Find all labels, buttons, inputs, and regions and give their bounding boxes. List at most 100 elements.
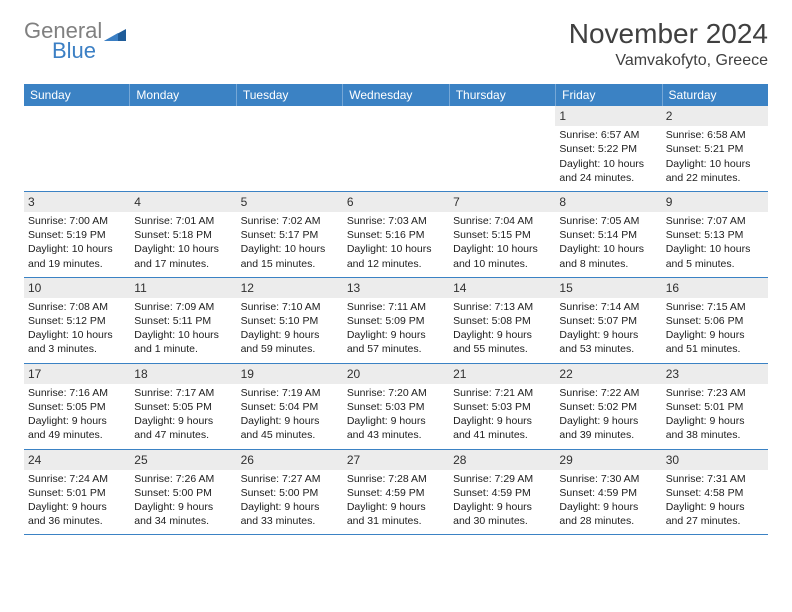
day-number: 27	[343, 450, 449, 470]
day-header: Monday	[130, 84, 236, 106]
day-cell: 29Sunrise: 7:30 AM Sunset: 4:59 PM Dayli…	[555, 450, 661, 535]
day-number: 21	[449, 364, 555, 384]
day-info: Sunrise: 7:30 AM Sunset: 4:59 PM Dayligh…	[559, 472, 657, 529]
day-number: 16	[662, 278, 768, 298]
day-info: Sunrise: 7:00 AM Sunset: 5:19 PM Dayligh…	[28, 214, 126, 271]
day-cell: 9Sunrise: 7:07 AM Sunset: 5:13 PM Daylig…	[662, 192, 768, 277]
day-info: Sunrise: 6:57 AM Sunset: 5:22 PM Dayligh…	[559, 128, 657, 185]
day-number: 7	[449, 192, 555, 212]
day-headers-row: SundayMondayTuesdayWednesdayThursdayFrid…	[24, 84, 768, 106]
day-cell: 23Sunrise: 7:23 AM Sunset: 5:01 PM Dayli…	[662, 364, 768, 449]
day-number: 25	[130, 450, 236, 470]
logo-text-blue: Blue	[52, 38, 96, 64]
calendar: SundayMondayTuesdayWednesdayThursdayFrid…	[24, 84, 768, 535]
day-number: 12	[237, 278, 343, 298]
day-cell: 18Sunrise: 7:17 AM Sunset: 5:05 PM Dayli…	[130, 364, 236, 449]
day-number: 8	[555, 192, 661, 212]
day-number	[343, 106, 449, 126]
day-cell	[449, 106, 555, 191]
week-row: 3Sunrise: 7:00 AM Sunset: 5:19 PM Daylig…	[24, 192, 768, 278]
day-number: 5	[237, 192, 343, 212]
day-number	[237, 106, 343, 126]
day-number: 28	[449, 450, 555, 470]
day-header: Friday	[556, 84, 662, 106]
page-title: November 2024	[569, 18, 768, 50]
day-info: Sunrise: 7:09 AM Sunset: 5:11 PM Dayligh…	[134, 300, 232, 357]
day-number: 10	[24, 278, 130, 298]
day-info: Sunrise: 7:22 AM Sunset: 5:02 PM Dayligh…	[559, 386, 657, 443]
day-cell: 4Sunrise: 7:01 AM Sunset: 5:18 PM Daylig…	[130, 192, 236, 277]
day-info: Sunrise: 7:24 AM Sunset: 5:01 PM Dayligh…	[28, 472, 126, 529]
day-cell: 5Sunrise: 7:02 AM Sunset: 5:17 PM Daylig…	[237, 192, 343, 277]
day-cell: 21Sunrise: 7:21 AM Sunset: 5:03 PM Dayli…	[449, 364, 555, 449]
day-number: 1	[555, 106, 661, 126]
day-cell: 14Sunrise: 7:13 AM Sunset: 5:08 PM Dayli…	[449, 278, 555, 363]
day-cell	[237, 106, 343, 191]
day-number: 6	[343, 192, 449, 212]
day-info: Sunrise: 7:08 AM Sunset: 5:12 PM Dayligh…	[28, 300, 126, 357]
day-cell	[343, 106, 449, 191]
day-info: Sunrise: 7:02 AM Sunset: 5:17 PM Dayligh…	[241, 214, 339, 271]
day-cell: 12Sunrise: 7:10 AM Sunset: 5:10 PM Dayli…	[237, 278, 343, 363]
day-cell: 15Sunrise: 7:14 AM Sunset: 5:07 PM Dayli…	[555, 278, 661, 363]
day-header: Sunday	[24, 84, 130, 106]
day-cell: 20Sunrise: 7:20 AM Sunset: 5:03 PM Dayli…	[343, 364, 449, 449]
day-cell: 7Sunrise: 7:04 AM Sunset: 5:15 PM Daylig…	[449, 192, 555, 277]
day-info: Sunrise: 7:03 AM Sunset: 5:16 PM Dayligh…	[347, 214, 445, 271]
day-number: 23	[662, 364, 768, 384]
location-label: Vamvakofyto, Greece	[569, 52, 768, 70]
day-number: 30	[662, 450, 768, 470]
day-number: 4	[130, 192, 236, 212]
day-header: Wednesday	[343, 84, 449, 106]
title-block: November 2024 Vamvakofyto, Greece	[569, 18, 768, 70]
day-info: Sunrise: 7:26 AM Sunset: 5:00 PM Dayligh…	[134, 472, 232, 529]
day-number: 22	[555, 364, 661, 384]
day-cell: 8Sunrise: 7:05 AM Sunset: 5:14 PM Daylig…	[555, 192, 661, 277]
day-info: Sunrise: 7:15 AM Sunset: 5:06 PM Dayligh…	[666, 300, 764, 357]
day-info: Sunrise: 7:19 AM Sunset: 5:04 PM Dayligh…	[241, 386, 339, 443]
day-number: 11	[130, 278, 236, 298]
day-number: 17	[24, 364, 130, 384]
day-cell: 3Sunrise: 7:00 AM Sunset: 5:19 PM Daylig…	[24, 192, 130, 277]
day-cell: 19Sunrise: 7:19 AM Sunset: 5:04 PM Dayli…	[237, 364, 343, 449]
day-number: 3	[24, 192, 130, 212]
day-number: 24	[24, 450, 130, 470]
day-cell: 25Sunrise: 7:26 AM Sunset: 5:00 PM Dayli…	[130, 450, 236, 535]
day-header: Tuesday	[237, 84, 343, 106]
day-info: Sunrise: 7:17 AM Sunset: 5:05 PM Dayligh…	[134, 386, 232, 443]
day-cell: 6Sunrise: 7:03 AM Sunset: 5:16 PM Daylig…	[343, 192, 449, 277]
day-number: 26	[237, 450, 343, 470]
day-cell: 30Sunrise: 7:31 AM Sunset: 4:58 PM Dayli…	[662, 450, 768, 535]
day-info: Sunrise: 7:23 AM Sunset: 5:01 PM Dayligh…	[666, 386, 764, 443]
day-info: Sunrise: 6:58 AM Sunset: 5:21 PM Dayligh…	[666, 128, 764, 185]
day-number	[24, 106, 130, 126]
day-number: 15	[555, 278, 661, 298]
day-number	[130, 106, 236, 126]
day-info: Sunrise: 7:01 AM Sunset: 5:18 PM Dayligh…	[134, 214, 232, 271]
day-cell: 17Sunrise: 7:16 AM Sunset: 5:05 PM Dayli…	[24, 364, 130, 449]
week-row: 24Sunrise: 7:24 AM Sunset: 5:01 PM Dayli…	[24, 450, 768, 536]
day-cell: 10Sunrise: 7:08 AM Sunset: 5:12 PM Dayli…	[24, 278, 130, 363]
header: GeneralBlue November 2024 Vamvakofyto, G…	[24, 18, 768, 70]
week-row: 17Sunrise: 7:16 AM Sunset: 5:05 PM Dayli…	[24, 364, 768, 450]
day-info: Sunrise: 7:20 AM Sunset: 5:03 PM Dayligh…	[347, 386, 445, 443]
day-cell: 28Sunrise: 7:29 AM Sunset: 4:59 PM Dayli…	[449, 450, 555, 535]
logo: GeneralBlue	[24, 18, 126, 64]
day-cell: 11Sunrise: 7:09 AM Sunset: 5:11 PM Dayli…	[130, 278, 236, 363]
day-info: Sunrise: 7:21 AM Sunset: 5:03 PM Dayligh…	[453, 386, 551, 443]
day-cell: 1Sunrise: 6:57 AM Sunset: 5:22 PM Daylig…	[555, 106, 661, 191]
day-cell: 13Sunrise: 7:11 AM Sunset: 5:09 PM Dayli…	[343, 278, 449, 363]
day-info: Sunrise: 7:10 AM Sunset: 5:10 PM Dayligh…	[241, 300, 339, 357]
day-info: Sunrise: 7:27 AM Sunset: 5:00 PM Dayligh…	[241, 472, 339, 529]
day-cell: 27Sunrise: 7:28 AM Sunset: 4:59 PM Dayli…	[343, 450, 449, 535]
day-info: Sunrise: 7:16 AM Sunset: 5:05 PM Dayligh…	[28, 386, 126, 443]
day-cell: 22Sunrise: 7:22 AM Sunset: 5:02 PM Dayli…	[555, 364, 661, 449]
day-info: Sunrise: 7:13 AM Sunset: 5:08 PM Dayligh…	[453, 300, 551, 357]
day-number: 13	[343, 278, 449, 298]
day-number: 2	[662, 106, 768, 126]
day-cell: 26Sunrise: 7:27 AM Sunset: 5:00 PM Dayli…	[237, 450, 343, 535]
day-cell	[130, 106, 236, 191]
day-info: Sunrise: 7:07 AM Sunset: 5:13 PM Dayligh…	[666, 214, 764, 271]
day-cell: 2Sunrise: 6:58 AM Sunset: 5:21 PM Daylig…	[662, 106, 768, 191]
week-row: 10Sunrise: 7:08 AM Sunset: 5:12 PM Dayli…	[24, 278, 768, 364]
